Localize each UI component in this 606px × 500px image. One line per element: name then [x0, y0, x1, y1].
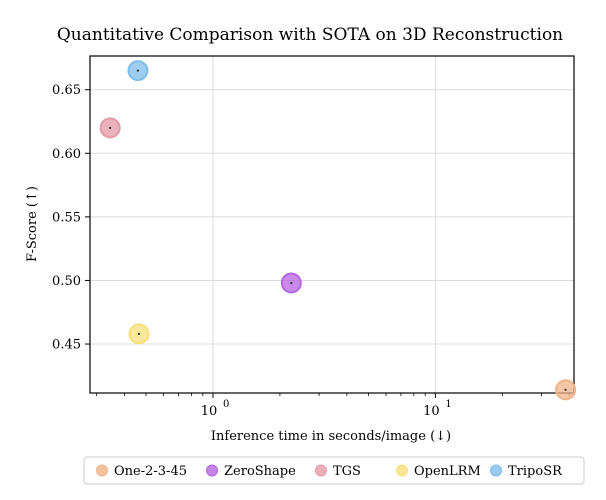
point-center-openlrm: [137, 332, 141, 335]
legend-label-tgs: TGS: [333, 464, 361, 479]
y-tick-label: 0.50: [52, 274, 81, 289]
legend-label-triposr: TripoSR: [508, 464, 563, 479]
y-tick-label: 0.65: [52, 83, 81, 98]
point-center-zeroshape: [290, 281, 293, 285]
y-axis-ticks: 0.45 0.50 0.55 0.60 0.65: [52, 83, 90, 353]
x-axis-label: Inference time in seconds/image (↓): [211, 429, 451, 444]
legend-marker-zeroshape: [206, 464, 218, 477]
x-tick-exponent: 0: [223, 399, 229, 410]
chart-title: Quantitative Comparison with SOTA on 3D …: [57, 25, 563, 45]
legend-marker-openlrm: [396, 464, 408, 477]
x-tick-label: 10: [201, 404, 218, 419]
y-axis-label: F-Score (↑): [25, 186, 40, 262]
x-tick-label: 10: [423, 404, 440, 419]
plot-frame: [89, 55, 575, 394]
legend-label-zeroshape: ZeroShape: [224, 464, 296, 479]
data-points: [99, 60, 577, 401]
grid-lines: [90, 56, 574, 393]
point-center-one-2-3-45: [564, 388, 567, 391]
legend: One-2-3-45 ZeroShape TGS OpenLRM TripoSR: [83, 456, 585, 485]
x-axis-ticks: 10 0 10 1: [201, 393, 452, 419]
y-tick-label: 0.55: [52, 210, 81, 225]
legend-label-one-2-3-45: One-2-3-45: [114, 464, 187, 479]
point-center-tgs: [109, 126, 112, 129]
legend-box: [83, 456, 585, 485]
y-tick-label: 0.45: [52, 338, 81, 353]
legend-label-openlrm: OpenLRM: [414, 464, 481, 479]
legend-marker-tgs: [315, 464, 327, 477]
legend-marker-one-2-3-45: [96, 464, 108, 477]
y-tick-label: 0.60: [52, 147, 81, 162]
point-center-triposr: [136, 69, 140, 72]
x-tick-exponent: 1: [445, 399, 451, 410]
legend-marker-triposr: [490, 464, 502, 477]
